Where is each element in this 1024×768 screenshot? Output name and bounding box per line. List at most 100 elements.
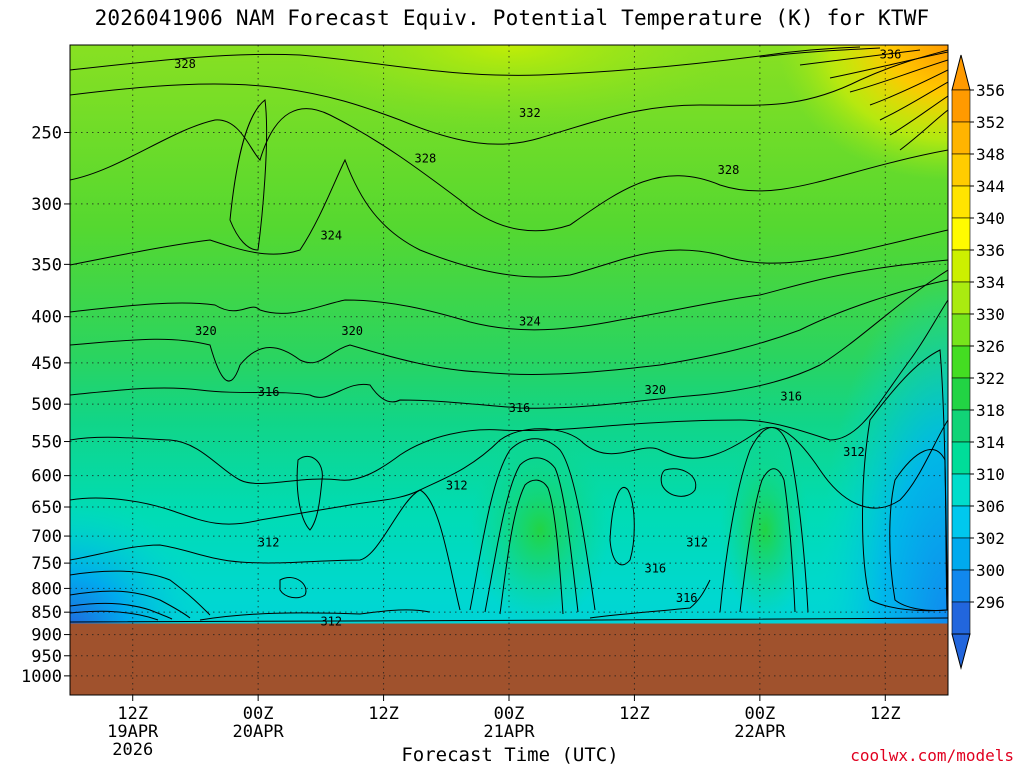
contour-line — [660, 468, 697, 497]
y-tick-label: 550 — [31, 433, 62, 453]
contour-line — [199, 609, 431, 621]
contour-line — [589, 579, 711, 619]
y-tick-label: 900 — [31, 626, 62, 646]
x-tick-label: 00Z — [744, 704, 775, 724]
colorbar-segment — [951, 409, 971, 443]
colorbar-label: 322 — [976, 369, 1005, 388]
field-warm-plume — [470, 435, 610, 625]
colorbar-segment — [951, 249, 971, 283]
contour-label: 324 — [320, 228, 342, 242]
contour-line — [70, 489, 461, 611]
colorbar-label: 356 — [976, 81, 1005, 100]
y-tick-label: 600 — [31, 467, 62, 487]
colorbar-label: 352 — [976, 113, 1005, 132]
contour-line — [70, 158, 948, 278]
contour-label: 324 — [519, 315, 541, 329]
contour-labels: 336 328 332 328 328 324 324 320 320 316 320 316 316 3… — [174, 48, 901, 629]
contour-line — [70, 259, 948, 331]
y-tick-label: 850 — [31, 603, 62, 623]
colorbar-top-arrow — [951, 54, 971, 91]
x-tick-label: 12Z — [619, 704, 650, 724]
y-tick-label: 500 — [31, 395, 62, 415]
colorbar-label: 302 — [976, 529, 1005, 548]
colorbar-segment — [951, 377, 971, 411]
contour-line — [70, 570, 211, 616]
colorbar-segment — [951, 89, 971, 123]
colorbar-label: 334 — [976, 273, 1005, 292]
contour-line — [70, 419, 948, 525]
x-tick-label: 20APR — [233, 722, 285, 742]
contour-label: 316 — [509, 401, 531, 415]
contour-label: 312 — [258, 536, 280, 550]
contour-line — [70, 108, 948, 232]
colorbar-segment — [951, 537, 971, 571]
chart-title: 2026041906 NAM Forecast Equiv. Potential… — [94, 6, 930, 30]
x-tick-label: 00Z — [494, 704, 525, 724]
x-tick-label: 19APR — [107, 722, 159, 742]
colorbar-segment — [951, 281, 971, 315]
contour-line — [739, 468, 796, 613]
y-tick-label: 1000 — [21, 667, 62, 687]
contour-label: 316 — [676, 591, 698, 605]
contour-line — [70, 299, 948, 485]
contour-label: 320 — [644, 383, 666, 397]
colorbar-segment — [951, 153, 971, 187]
contour-label: 320 — [195, 324, 217, 338]
grid-lines — [70, 45, 948, 695]
field-top-glow — [300, 45, 720, 185]
colorbar-label: 314 — [976, 433, 1005, 452]
contour-label: 312 — [320, 614, 342, 628]
contour-line — [229, 99, 268, 251]
colorbar-label: 318 — [976, 401, 1005, 420]
y-tick-label: 300 — [31, 195, 62, 215]
colorbar-segment — [951, 185, 971, 219]
contour-line — [70, 269, 948, 409]
field-cold-right — [800, 230, 948, 630]
contour-line — [70, 610, 159, 621]
y-tick-label: 950 — [31, 647, 62, 667]
colorbar-label: 326 — [976, 337, 1005, 356]
contour-line — [70, 590, 191, 619]
contour-label: 328 — [415, 151, 437, 165]
y-tick-label: 250 — [31, 123, 62, 143]
x-tick-label: 12Z — [870, 704, 901, 724]
contour-label: 332 — [519, 106, 541, 120]
y-tick-label: 650 — [31, 498, 62, 518]
colorbar-label: 330 — [976, 305, 1005, 324]
contour-line — [279, 577, 307, 599]
contour-label: 316 — [644, 561, 666, 575]
colorbar-label: 336 — [976, 241, 1005, 260]
contour-label: 328 — [718, 163, 740, 177]
colorbar-segment — [951, 441, 971, 475]
contour-label: 316 — [780, 389, 802, 403]
colorbar-segment — [951, 121, 971, 155]
contour-label: 336 — [880, 48, 902, 62]
colorbar-label: 306 — [976, 497, 1005, 516]
contour-label: 316 — [258, 385, 280, 399]
contour-line — [70, 602, 173, 620]
field-warm-plume-2 — [720, 440, 810, 620]
x-axis-label: Forecast Time (UTC) — [401, 744, 619, 766]
x-tick-label: 21APR — [483, 722, 535, 742]
colorbar-segment — [951, 569, 971, 603]
contour-lines — [70, 46, 948, 621]
contour-line — [499, 479, 564, 615]
surface-edge — [70, 617, 948, 623]
contour-line — [296, 455, 323, 531]
credit-text: coolwx.com/models — [850, 746, 1014, 765]
colorbar-label: 348 — [976, 145, 1005, 164]
y-tick-label: 450 — [31, 354, 62, 374]
colorbar-label: 296 — [976, 593, 1005, 612]
contour-line — [70, 279, 948, 382]
contour-label: 312 — [686, 536, 708, 550]
colorbar-segment — [951, 601, 971, 635]
colorbar-label: 344 — [976, 177, 1005, 196]
colorbar-segment — [951, 217, 971, 251]
contour-line — [719, 427, 809, 613]
y-tick-label: 400 — [31, 308, 62, 328]
colorbar-label: 310 — [976, 465, 1005, 484]
y-tick-label: 750 — [31, 554, 62, 574]
x-tick-label: 12Z — [117, 704, 148, 724]
